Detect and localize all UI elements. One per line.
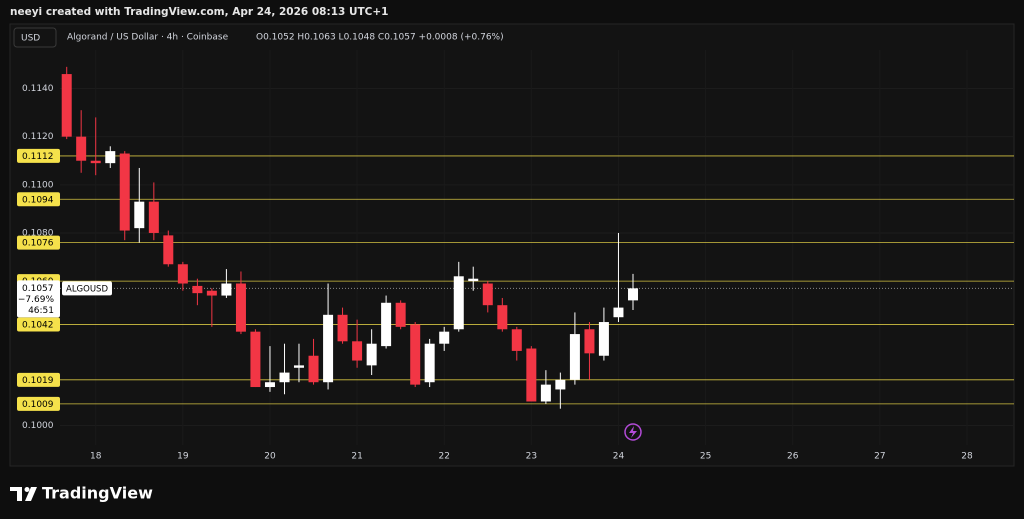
- candle-body: [540, 384, 551, 402]
- candle-body: [206, 290, 217, 296]
- y-tick-label: 0.1000: [22, 421, 54, 431]
- candle-body: [424, 343, 435, 383]
- level-label: 0.1009: [22, 400, 54, 410]
- x-tick-label: 25: [700, 452, 711, 462]
- symbol-tag: ALGOUSD: [66, 284, 108, 294]
- level-label: 0.1076: [22, 239, 54, 249]
- candle-body: [410, 324, 421, 385]
- currency-box[interactable]: [13, 27, 57, 48]
- last-price-box: [17, 280, 60, 318]
- candle-body: [468, 278, 479, 282]
- candle-body: [613, 307, 624, 318]
- level-label-box: [17, 148, 60, 163]
- candle-body: [511, 329, 522, 351]
- level-label-box: [17, 372, 60, 387]
- candle-body: [76, 136, 87, 161]
- candle-body: [381, 302, 392, 347]
- level-label: 0.1112: [22, 152, 54, 162]
- candle-body: [395, 302, 406, 327]
- candle-body: [119, 153, 130, 231]
- candle-body: [482, 283, 493, 306]
- symbol-title: Algorand / US Dollar · 4h · Coinbase: [67, 33, 229, 43]
- candle-body: [264, 382, 275, 388]
- y-tick-label: 0.1120: [22, 132, 54, 142]
- candle-body: [352, 341, 363, 361]
- candle-body: [279, 372, 290, 383]
- x-tick-label: 26: [787, 452, 799, 462]
- countdown: 46:51: [28, 306, 54, 316]
- x-tick-label: 18: [90, 452, 102, 462]
- candle-body: [439, 331, 450, 344]
- candle-body: [192, 285, 203, 294]
- x-tick-label: 21: [351, 452, 362, 462]
- candle-body: [337, 314, 348, 342]
- credit: neeyi created with TradingView.com, Apr …: [10, 6, 388, 18]
- candle-body: [61, 74, 72, 137]
- candle-body: [569, 334, 580, 380]
- x-tick-label: 22: [438, 452, 449, 462]
- candle-body: [221, 283, 232, 296]
- last-price-label: 0.1057: [22, 284, 54, 294]
- x-tick-label: 20: [264, 452, 276, 462]
- x-tick-label: 19: [177, 452, 189, 462]
- candle-body: [366, 343, 377, 366]
- y-tick-label: 0.1080: [22, 228, 54, 238]
- candle-body: [250, 331, 261, 388]
- alert-icon[interactable]: [624, 423, 642, 441]
- plot-area: 0.1140 0.1120 0.1100 0.1080 0.1000 18 19 20 21 22…: [17, 50, 1014, 462]
- candle-body: [628, 288, 639, 301]
- candle-body: [90, 160, 101, 164]
- candle-body: [235, 283, 246, 332]
- brand-logo: [10, 487, 37, 501]
- y-tick-label: 0.1100: [22, 180, 54, 190]
- x-tick-label: 27: [874, 452, 885, 462]
- last-change: −7.69%: [18, 295, 55, 305]
- candle-body: [555, 379, 566, 390]
- brand: TradingView: [42, 484, 153, 503]
- level-label: 0.1019: [22, 376, 54, 386]
- symbol-tag-box: [62, 281, 112, 296]
- x-tick-label: 28: [961, 452, 973, 462]
- panel: [9, 23, 1015, 467]
- currency: USD: [21, 34, 40, 44]
- candle-body: [584, 329, 595, 354]
- level-label: 0.1042: [22, 320, 54, 330]
- x-tick-label: 24: [613, 452, 625, 462]
- level-label-box: [17, 317, 60, 332]
- level-label-box: [17, 192, 60, 207]
- x-tick-label: 23: [526, 452, 537, 462]
- candle-body: [148, 201, 159, 233]
- candle-body: [598, 322, 609, 356]
- candle-body: [177, 264, 188, 284]
- level-label-box: [17, 235, 60, 250]
- candle-body: [526, 348, 537, 402]
- candle-body: [323, 314, 334, 383]
- candle-body: [293, 365, 304, 368]
- candle-body: [308, 355, 319, 383]
- candle-body: [105, 151, 116, 164]
- candle-body: [453, 276, 464, 330]
- ohlc-legend: O0.1052 H0.1063 L0.1048 C0.1057 +0.0008 …: [256, 33, 504, 43]
- candle-body: [163, 235, 174, 265]
- level-label-box: [17, 396, 60, 411]
- candle-body: [497, 305, 508, 330]
- level-label: 0.1094: [22, 195, 54, 205]
- candle-body: [134, 201, 145, 229]
- y-tick-label: 0.1140: [22, 84, 54, 94]
